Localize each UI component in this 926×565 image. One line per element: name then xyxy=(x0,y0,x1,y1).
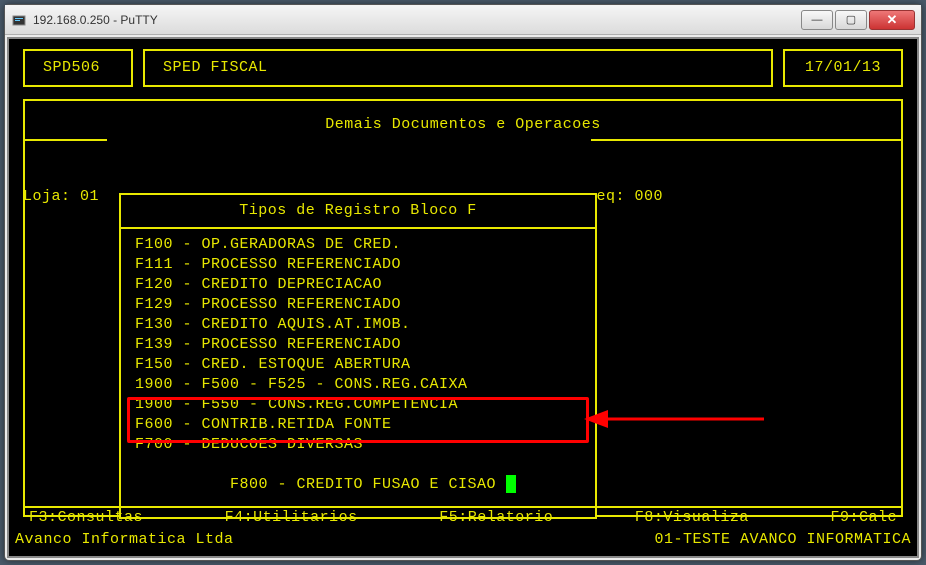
fnkey-f4[interactable]: F4:Utilitarios xyxy=(225,508,358,528)
close-button[interactable]: ✕ xyxy=(869,10,915,30)
cursor xyxy=(506,475,516,493)
list-item[interactable]: 1900 - F500 - F525 - CONS.REG.CAIXA xyxy=(135,375,581,395)
fnkey-f9[interactable]: F9:Calc xyxy=(830,508,897,528)
list-item[interactable]: F700 - DEDUCOES DIVERSAS xyxy=(135,435,581,455)
program-title-box: SPED FISCAL xyxy=(143,49,773,87)
list-item[interactable]: F120 - CREDITO DEPRECIACAO xyxy=(135,275,581,295)
eq-value: 000 xyxy=(634,188,663,205)
program-title: SPED FISCAL xyxy=(163,58,268,78)
dialog-title: Tipos de Registro Bloco F xyxy=(121,195,595,225)
dialog-items: F100 - OP.GERADORAS DE CRED. F111 - PROC… xyxy=(121,233,595,517)
header-row: SPD506 SPED FISCAL 17/01/13 xyxy=(23,49,903,87)
registro-dialog: Tipos de Registro Bloco F F100 - OP.GERA… xyxy=(119,193,597,519)
list-item[interactable]: F129 - PROCESSO REFERENCIADO xyxy=(135,295,581,315)
window-title: 192.168.0.250 - PuTTY xyxy=(33,13,158,27)
footer-bar: Avanco Informatica Ltda 01-TESTE AVANCO … xyxy=(15,530,911,550)
list-item[interactable]: F150 - CRED. ESTOQUE ABERTURA xyxy=(135,355,581,375)
maximize-button[interactable]: ▢ xyxy=(835,10,867,30)
eq-field: eq: 000 xyxy=(596,187,663,207)
subtitle-text: Demais Documentos e Operacoes xyxy=(325,116,601,133)
subtitle-box: Demais Documentos e Operacoes xyxy=(23,99,903,139)
list-item[interactable]: F600 - CONTRIB.RETIDA FONTE xyxy=(135,415,581,435)
program-code-box: SPD506 xyxy=(23,49,133,87)
program-code: SPD506 xyxy=(43,58,100,78)
footer-right: 01-TESTE AVANCO INFORMATICA xyxy=(654,530,911,550)
putty-window: 192.168.0.250 - PuTTY — ▢ ✕ SPD506 SPED … xyxy=(4,4,922,561)
function-key-bar: F3:Consultas F4:Utilitarios F5:Relatorio… xyxy=(23,506,903,528)
window-titlebar[interactable]: 192.168.0.250 - PuTTY — ▢ ✕ xyxy=(5,5,921,35)
list-item[interactable]: F100 - OP.GERADORAS DE CRED. xyxy=(135,235,581,255)
footer-left: Avanco Informatica Ltda xyxy=(15,530,234,550)
date-box: 17/01/13 xyxy=(783,49,903,87)
loja-label: Loja: xyxy=(23,188,71,205)
putty-icon xyxy=(11,12,27,28)
fnkey-f8[interactable]: F8:Visualiza xyxy=(635,508,749,528)
loja-field: Loja: 01 xyxy=(23,187,99,207)
terminal-area: SPD506 SPED FISCAL 17/01/13 Demais Docum… xyxy=(7,37,919,558)
list-item[interactable]: 1900 - F550 - CONS.REG.COMPETENCIA xyxy=(135,395,581,415)
fnkey-f3[interactable]: F3:Consultas xyxy=(29,508,143,528)
list-item[interactable]: F139 - PROCESSO REFERENCIADO xyxy=(135,335,581,355)
minimize-button[interactable]: — xyxy=(801,10,833,30)
list-item[interactable]: F130 - CREDITO AQUIS.AT.IMOB. xyxy=(135,315,581,335)
list-item-text: F800 - CREDITO FUSAO E CISAO xyxy=(230,476,496,493)
fnkey-f5[interactable]: F5:Relatorio xyxy=(439,508,553,528)
eq-label: eq: xyxy=(596,188,625,205)
loja-value: 01 xyxy=(80,188,99,205)
dialog-separator xyxy=(121,227,595,229)
list-item[interactable]: F111 - PROCESSO REFERENCIADO xyxy=(135,255,581,275)
date-value: 17/01/13 xyxy=(805,58,881,78)
